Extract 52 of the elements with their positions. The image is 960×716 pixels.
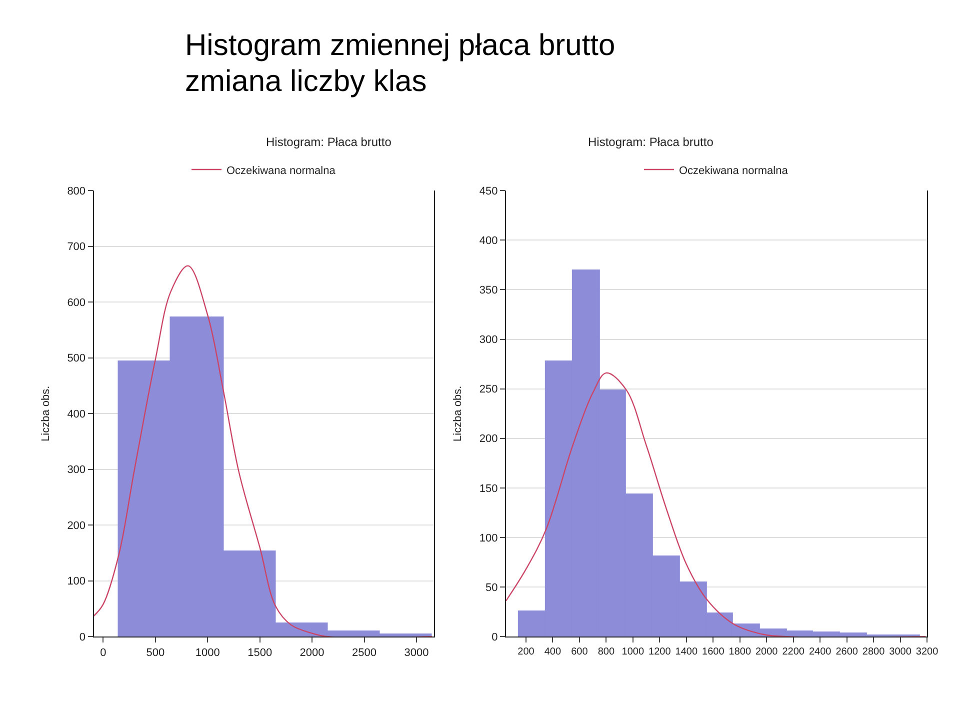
x-tick-label: 2400 [808,646,832,658]
y-tick-label: 450 [479,185,498,198]
x-tick-label: 2600 [836,646,858,658]
y-tick-label: 350 [479,284,498,297]
y-tick-label: 700 [67,241,86,254]
line-series [506,372,926,637]
y-tick-label: 800 [67,185,86,198]
y-tick-label: 100 [479,532,498,544]
y-tick-label: 100 [67,576,86,588]
legend-label: Oczekiwana normalna [226,164,336,177]
x-tick-label: 3200 [916,646,939,658]
x-tick-label: 400 [544,646,562,658]
text: zmiana liczby klas [185,65,427,98]
y-tick-label: 50 [485,582,498,594]
x-tick-label: 1400 [675,646,698,658]
y-tick-label: 250 [479,384,498,396]
y-tick-label: 0 [79,631,86,644]
x-tick-label: 2000 [300,646,324,659]
x-tick-label: 1500 [248,646,272,659]
text: Histogram zmiennej płaca brutto [185,29,616,62]
x-tick-label: 1200 [648,646,672,658]
y-tick-label: 150 [479,482,498,495]
chart-title: Histogram: Płaca brutto [266,135,392,149]
x-tick-label: 2000 [755,646,778,658]
y-tick-label: 0 [492,631,498,644]
y-axis-title: Liczba obs. [452,386,464,442]
x-tick-label: 500 [146,646,165,659]
y-axis-title: Liczba obs. [40,386,52,442]
x-tick-label: 600 [571,646,588,658]
x-tick-label: 200 [518,646,535,658]
x-tick-label: 1800 [728,646,752,658]
x-tick-label: 800 [598,646,615,658]
x-tick-label: 3000 [404,646,429,659]
x-tick-label: 2200 [782,646,805,658]
y-tick-label: 200 [67,520,86,532]
y-tick-label: 200 [479,433,498,446]
chart-title: Histogram: Płaca brutto [588,135,714,149]
x-tick-label: 0 [100,646,106,659]
y-tick-label: 600 [67,296,86,309]
x-tick-label: 3000 [889,646,912,658]
y-tick-label: 400 [67,408,86,420]
x-tick-label: 2800 [862,646,886,658]
legend-label: Oczekiwana normalna [678,164,789,177]
x-tick-label: 1600 [702,646,725,658]
y-tick-label: 300 [67,464,86,476]
x-tick-label: 1000 [195,646,220,659]
x-tick-label: 2500 [352,646,376,659]
x-tick-label: 1000 [622,646,644,658]
line-series [94,265,433,637]
y-tick-label: 300 [479,334,498,346]
y-tick-label: 500 [67,352,86,365]
y-tick-label: 400 [479,234,498,247]
